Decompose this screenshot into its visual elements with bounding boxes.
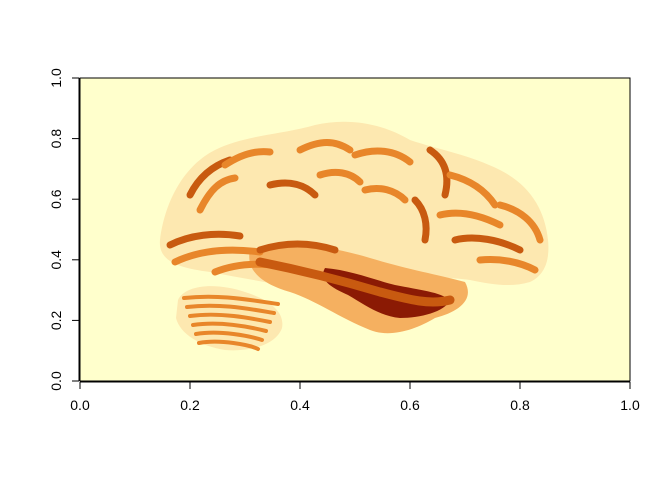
x-tick-label: 0.8 [510, 397, 530, 413]
heatmap-cerebellum-fold [191, 321, 268, 333]
heatmap-fold [196, 174, 239, 214]
heatmap-fold [496, 201, 544, 244]
x-tick-label: 0.4 [290, 397, 310, 413]
heatmap-fold [171, 246, 264, 266]
y-tick-label: 0.6 [48, 189, 64, 209]
heatmap-fold [446, 171, 499, 209]
x-tick-label: 1.0 [620, 397, 640, 413]
heatmap-fold [451, 234, 524, 254]
heatmap-fold [411, 196, 430, 244]
heatmap-fold [361, 184, 409, 204]
heatmap-cerebellum-fold [188, 312, 272, 324]
heatmap-fold [296, 139, 354, 154]
x-axis: 0.0 0.2 0.4 0.6 0.8 1.0 [70, 381, 640, 413]
heatmap-fold [255, 257, 455, 307]
heatmap-fold [266, 179, 319, 199]
heatmap-cerebellum-fold [197, 339, 260, 351]
y-tick-label: 0.2 [48, 310, 64, 330]
heatmap-image [159, 121, 549, 351]
heatmap-fold [256, 240, 339, 254]
y-tick-label: 0.0 [48, 371, 64, 391]
x-tick-label: 0.6 [400, 397, 420, 413]
y-tick-label: 1.0 [48, 68, 64, 88]
x-tick-label: 0.0 [70, 397, 90, 413]
heatmap-cerebellum-fold [194, 330, 264, 342]
heatmap-cerebellum-fold [182, 294, 280, 306]
heatmap-fold [221, 148, 274, 169]
heatmap-cerebellum-fold [185, 303, 276, 315]
heatmap-fold [436, 209, 504, 229]
heatmap-fold [166, 230, 244, 249]
heatmap-fold [426, 146, 451, 199]
heatmap-fold [351, 147, 414, 166]
plot-frame [79, 77, 631, 382]
y-tick-label: 0.4 [48, 250, 64, 270]
heatmap-fold [316, 168, 364, 186]
x-tick-label: 0.2 [180, 397, 200, 413]
plot-area [80, 78, 630, 381]
y-tick-label: 0.8 [48, 129, 64, 149]
heatmap-fold [476, 256, 539, 274]
y-axis: 0.0 0.2 0.4 0.6 0.8 1.0 [48, 68, 80, 391]
